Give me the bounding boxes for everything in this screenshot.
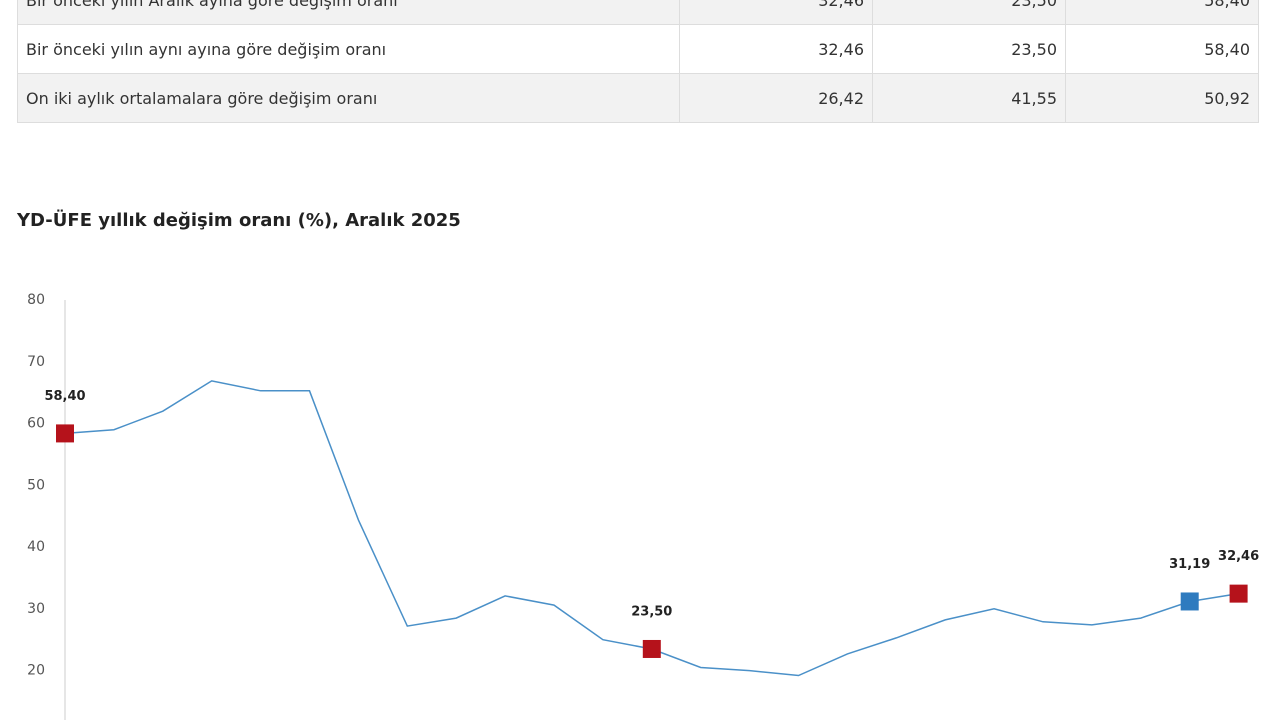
data-table: Bir önceki yılın Aralık ayına göre değiş… [17,0,1259,123]
data-label: 31,19 [1169,557,1210,572]
table-cell: Bir önceki yılın aynı ayına göre değişim… [17,24,680,74]
data-label: 23,50 [631,604,672,619]
table-cell: 23,50 [872,24,1066,74]
y-tick-label: 20 [27,663,45,679]
table-cell: 41,55 [872,73,1066,123]
data-marker [1229,584,1248,603]
table-cell: On iki aylık ortalamalara göre değişim o… [17,73,680,123]
table-cell: Bir önceki yılın Aralık ayına göre değiş… [17,0,680,25]
y-tick-label: 50 [27,477,45,493]
y-tick-label: 80 [27,292,45,308]
table-cell: 32,46 [679,0,873,25]
y-tick-label: 70 [27,354,45,370]
table-cell: 26,42 [679,73,873,123]
table-cell: 58,40 [1065,24,1259,74]
y-tick-label: 40 [27,539,45,555]
y-tick-label: 30 [27,601,45,617]
chart: 20 30 40 50 60 70 80 58,40 23,50 31,19 32,46 [27,292,1259,720]
table-row: Bir önceki yılın Aralık ayına göre değiş… [17,0,1259,25]
data-marker [642,639,661,658]
table-cell: 23,50 [872,0,1066,25]
data-marker [56,424,74,443]
table-cell: 58,40 [1065,0,1259,25]
chart-title: YD-ÜFE yıllık değişim oranı (%), Aralık … [17,210,461,231]
table-row: On iki aylık ortalamalara göre değişim o… [17,73,1259,123]
data-label: 32,46 [1218,549,1259,564]
table-row: Bir önceki yılın aynı ayına göre değişim… [17,24,1259,74]
data-label: 58,40 [44,389,85,404]
table-cell: 32,46 [679,24,873,74]
data-marker [1180,592,1199,611]
table-cell: 50,92 [1065,73,1259,123]
y-tick-label: 60 [27,416,45,432]
data-line [64,380,1239,677]
